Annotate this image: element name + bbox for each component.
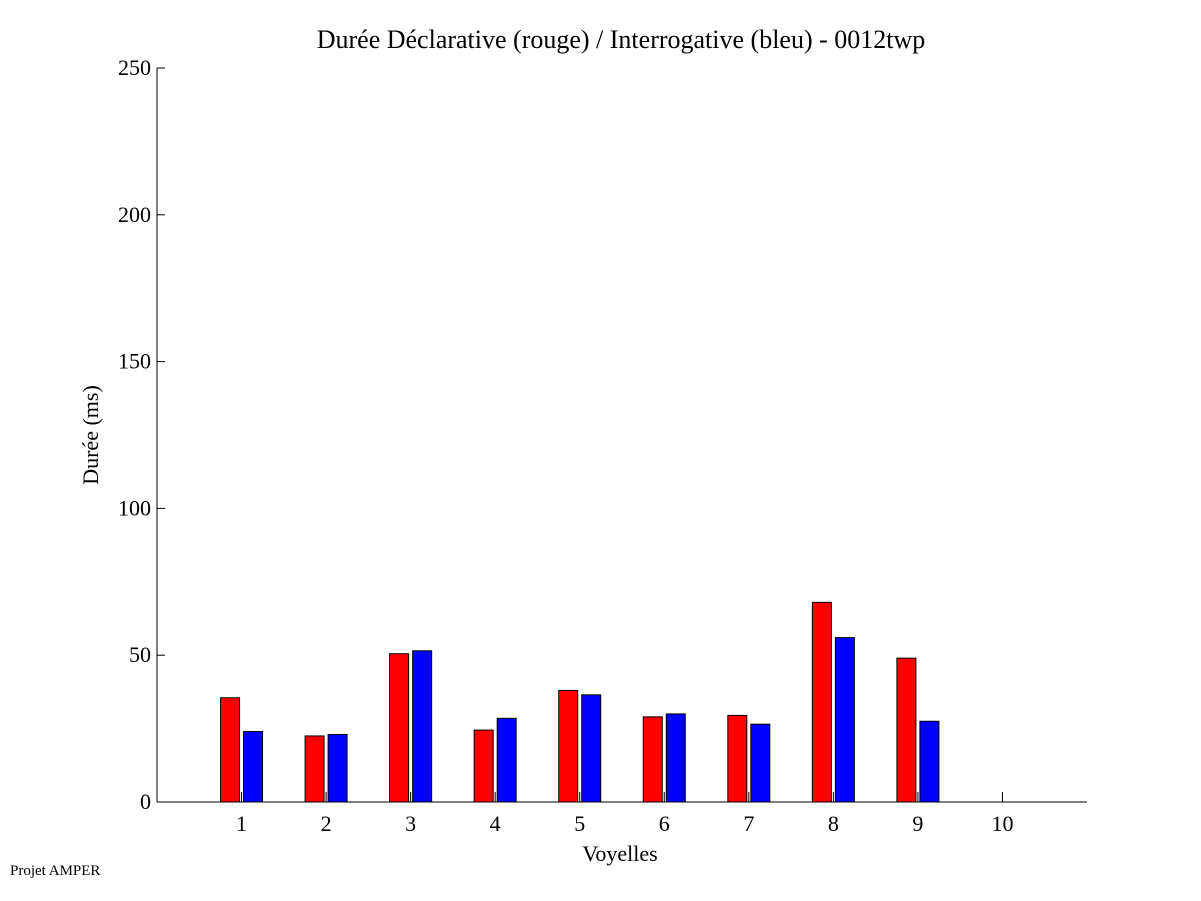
bar-series2-9 — [919, 720, 940, 803]
x-tick-label-4: 4 — [490, 811, 501, 836]
bar-series2-8 — [834, 637, 855, 803]
bar-series1-2 — [304, 735, 325, 803]
y-tick-label-250: 250 — [118, 55, 151, 80]
bar-series2-7 — [750, 723, 771, 803]
bar-series1-9 — [896, 657, 917, 803]
x-tick-label-3: 3 — [405, 811, 416, 836]
y-axis-label: Durée (ms) — [78, 385, 103, 485]
bar-series1-6 — [642, 716, 663, 803]
x-tick-label-6: 6 — [659, 811, 670, 836]
x-tick-label-8: 8 — [828, 811, 839, 836]
x-tick-label-1: 1 — [236, 811, 247, 836]
bar-series2-5 — [581, 694, 602, 803]
bar-series1-1 — [220, 697, 241, 803]
chart-title: Durée Déclarative (rouge) / Interrogativ… — [317, 25, 926, 54]
bar-series1-4 — [473, 729, 494, 803]
bar-series2-6 — [665, 713, 686, 803]
x-tick-label-7: 7 — [743, 811, 754, 836]
bar-series1-7 — [727, 714, 748, 803]
bar-series1-3 — [389, 653, 410, 803]
x-tick-label-9: 9 — [912, 811, 923, 836]
y-tick-label-200: 200 — [118, 202, 151, 227]
footer-label: Projet AMPER — [10, 863, 101, 879]
bar-series1-5 — [558, 689, 579, 803]
plot-area: 0 50 100 150 200 250 1 2 3 4 5 6 7 8 9 10 — [118, 55, 1087, 836]
x-tick-label-10: 10 — [991, 811, 1013, 836]
x-tick-label-2: 2 — [321, 811, 332, 836]
y-tick-label-50: 50 — [129, 642, 151, 667]
bar-series2-1 — [243, 731, 264, 803]
bar-series2-4 — [496, 717, 517, 803]
x-tick-label-5: 5 — [574, 811, 585, 836]
bar-series1-8 — [811, 601, 832, 803]
y-tick-label-150: 150 — [118, 349, 151, 374]
bar-series2-2 — [327, 733, 348, 803]
x-axis-label: Voyelles — [582, 841, 657, 866]
bar-series2-3 — [412, 650, 433, 803]
y-tick-label-0: 0 — [140, 789, 151, 814]
y-tick-label-100: 100 — [118, 495, 151, 520]
